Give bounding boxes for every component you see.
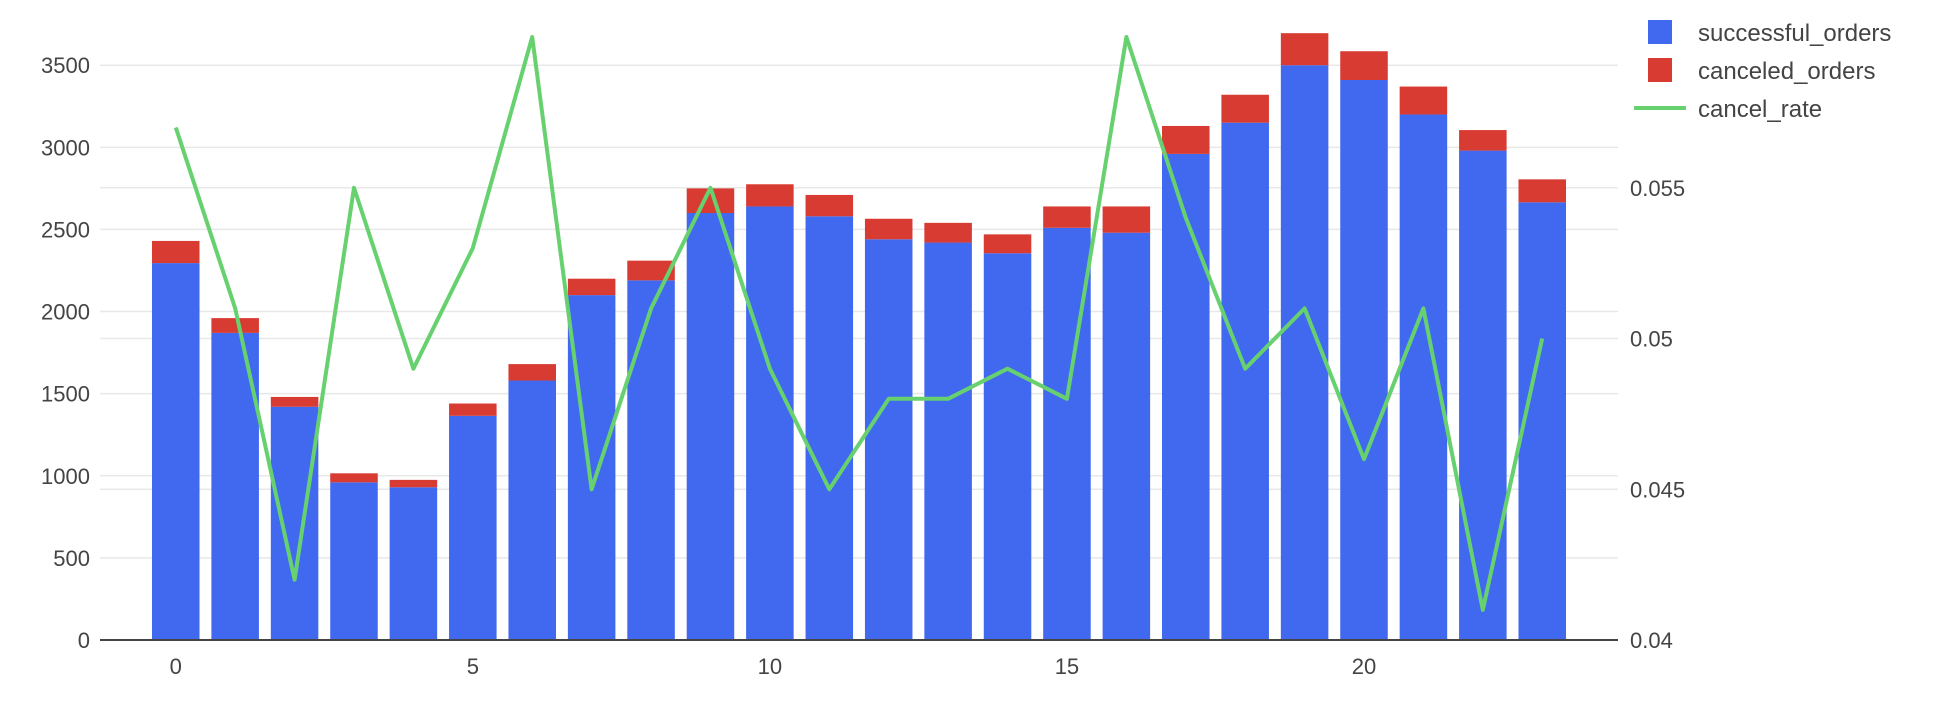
- x-tick-label: 5: [467, 654, 479, 679]
- y-tick-label: 0: [78, 628, 90, 653]
- y2-tick-label: 0.055: [1630, 176, 1685, 201]
- bar-canceled-orders: [924, 222, 972, 243]
- bar-canceled-orders: [1102, 206, 1151, 233]
- bar-canceled-orders: [449, 403, 497, 416]
- bar-successful-orders: [389, 487, 438, 640]
- y-tick-label: 2500: [41, 217, 90, 242]
- legend-label: cancel_rate: [1698, 96, 1822, 123]
- bar-successful-orders: [1221, 122, 1269, 641]
- bar-canceled-orders: [151, 240, 200, 264]
- bar-canceled-orders: [1280, 33, 1329, 66]
- bar-successful-orders: [924, 242, 972, 641]
- bar-canceled-orders: [270, 396, 319, 407]
- cancel-rate-line-group: [173, 35, 1545, 612]
- y-tick-label: 3000: [41, 135, 90, 160]
- bar-successful-orders: [864, 239, 913, 640]
- y-tick-label: 500: [53, 546, 90, 571]
- bar-canceled-orders: [1162, 125, 1210, 154]
- y2-tick-label: 0.05: [1630, 327, 1673, 352]
- bar-canceled-orders: [983, 234, 1032, 254]
- y-tick-label: 3500: [41, 53, 90, 78]
- legend-label: successful_orders: [1698, 20, 1891, 47]
- bar-canceled-orders: [1043, 206, 1091, 228]
- bar-successful-orders: [1518, 202, 1567, 641]
- legend-label: canceled_orders: [1698, 58, 1875, 85]
- bar-canceled-orders: [805, 194, 854, 217]
- bar-canceled-orders: [746, 184, 794, 207]
- bar-canceled-orders: [567, 278, 616, 296]
- y2-tick-label: 0.04: [1630, 628, 1673, 653]
- bar-successful-orders: [627, 280, 675, 640]
- legend-swatch-canceled-orders: [1648, 58, 1672, 82]
- bar-successful-orders: [449, 415, 497, 640]
- bar-successful-orders: [686, 213, 735, 641]
- legend: successful_orders canceled_orders cancel_r…: [1634, 20, 1891, 123]
- bar-successful-orders: [270, 406, 319, 640]
- bar-canceled-orders: [864, 218, 913, 240]
- bar-canceled-orders: [1399, 86, 1448, 115]
- bar-canceled-orders: [1221, 94, 1269, 123]
- bar-canceled-orders: [211, 318, 259, 333]
- bar-successful-orders: [330, 482, 378, 640]
- y-tick-label: 1000: [41, 464, 90, 489]
- cancel-rate-line: [173, 35, 1545, 612]
- y2-tick-label: 0.045: [1630, 477, 1685, 502]
- x-tick-label: 20: [1352, 654, 1376, 679]
- bar-canceled-orders: [508, 364, 556, 381]
- x-tick-label: 15: [1055, 654, 1079, 679]
- gridlines: [100, 64, 1618, 559]
- bar-successful-orders: [1162, 153, 1210, 641]
- bar-canceled-orders: [627, 260, 675, 281]
- bar-successful-orders: [1340, 79, 1388, 640]
- bar-successful-orders: [805, 216, 854, 641]
- bar-successful-orders: [151, 263, 200, 640]
- bars: [151, 33, 1567, 641]
- y-tick-label: 1500: [41, 382, 90, 407]
- bar-canceled-orders: [1518, 179, 1567, 203]
- x-tick-label: 10: [758, 654, 782, 679]
- y-tick-label: 2000: [41, 300, 90, 325]
- bar-successful-orders: [567, 295, 616, 640]
- bar-successful-orders: [508, 380, 556, 640]
- x-tick-label: 0: [170, 654, 182, 679]
- bar-successful-orders: [1459, 150, 1507, 640]
- bar-canceled-orders: [330, 473, 378, 483]
- bar-canceled-orders: [389, 479, 438, 488]
- bar-successful-orders: [1102, 232, 1151, 640]
- bar-canceled-orders: [1340, 51, 1388, 80]
- legend-swatch-successful-orders: [1648, 20, 1672, 44]
- bar-successful-orders: [1399, 114, 1448, 640]
- bar-canceled-orders: [1459, 130, 1507, 151]
- bar-successful-orders: [983, 253, 1032, 640]
- bar-successful-orders: [746, 206, 794, 640]
- tick-labels: 0 500 1000 1500 2000 2500 3000 3500 0.04 0.045 0.0…: [41, 53, 1685, 679]
